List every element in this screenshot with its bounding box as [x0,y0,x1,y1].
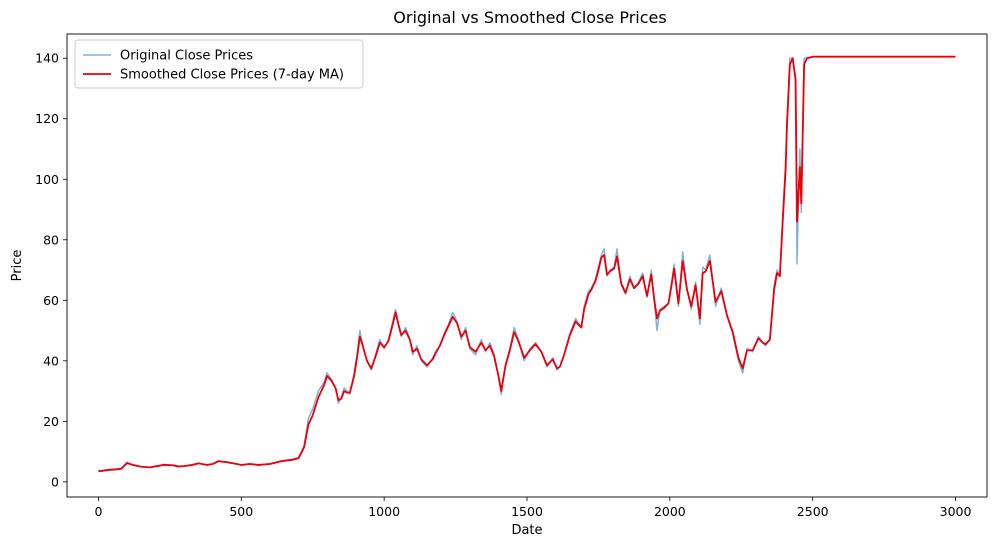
chart-title: Original vs Smoothed Close Prices [393,8,666,27]
x-axis: 0 500 1000 1500 2000 2500 3000 [94,497,972,519]
y-axis-label: Price [10,250,25,282]
x-axis-label: Date [511,523,542,538]
y-tick-label: 40 [43,353,59,368]
x-tick-label: 0 [94,504,102,519]
x-tick-label: 1500 [511,504,543,519]
y-tick-label: 20 [43,414,59,429]
y-tick-label: 140 [35,51,59,66]
series-line-smoothed [98,55,956,473]
y-axis: 0 20 40 60 80 100 120 140 [35,51,67,489]
y-tick-label: 100 [35,172,59,187]
y-tick-label: 0 [51,474,59,489]
legend-box [74,39,364,89]
y-tick-label: 80 [43,232,59,247]
x-tick-label: 2000 [654,504,686,519]
x-tick-label: 1000 [368,504,400,519]
legend: Original Close Prices Smoothed Close Pric… [74,39,364,89]
legend-label: Smoothed Close Prices (7-day MA) [120,68,344,83]
x-tick-label: 500 [229,504,253,519]
y-tick-label: 60 [43,293,59,308]
legend-label: Original Close Prices [120,49,253,64]
x-tick-label: 2500 [797,504,829,519]
x-tick-label: 3000 [940,504,972,519]
series-layer [98,55,956,473]
y-tick-label: 120 [35,111,59,126]
